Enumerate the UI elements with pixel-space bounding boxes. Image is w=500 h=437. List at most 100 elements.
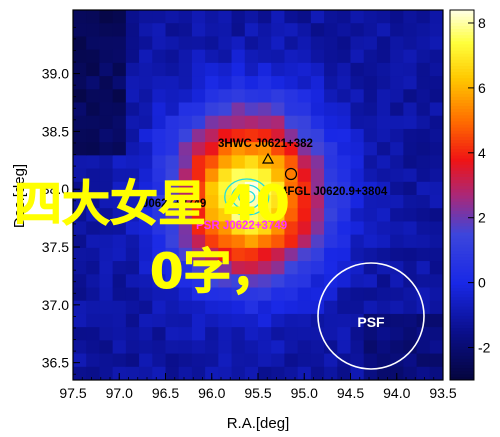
heatmap-cell bbox=[191, 353, 206, 368]
heatmap-cell bbox=[284, 366, 299, 380]
heatmap-cell bbox=[416, 287, 431, 302]
heatmap-cell bbox=[125, 36, 140, 51]
heatmap-cell bbox=[271, 142, 286, 156]
heatmap-cell bbox=[86, 353, 101, 368]
heatmap-cell bbox=[416, 115, 431, 130]
heatmap-cell bbox=[297, 181, 312, 196]
heatmap-cell bbox=[244, 62, 259, 77]
heatmap-cell bbox=[218, 208, 233, 223]
heatmap-cell bbox=[376, 234, 391, 249]
heatmap-cell bbox=[363, 76, 378, 90]
heatmap-cell bbox=[86, 247, 101, 262]
heatmap-cell bbox=[337, 62, 352, 77]
colorbar-segment bbox=[450, 53, 474, 57]
heatmap-cell bbox=[165, 313, 180, 328]
heatmap-cell bbox=[165, 102, 180, 117]
heatmap-cell bbox=[178, 168, 193, 183]
heatmap-cell bbox=[324, 353, 338, 368]
heatmap-cell bbox=[284, 76, 299, 90]
heatmap-cell bbox=[416, 353, 431, 368]
colorbar-segment bbox=[450, 346, 474, 350]
heatmap-cell bbox=[350, 353, 365, 368]
heatmap-cell bbox=[178, 261, 193, 275]
colorbar-segment bbox=[450, 284, 474, 288]
heatmap-cell bbox=[125, 155, 140, 170]
heatmap-cell bbox=[324, 208, 338, 223]
heatmap-cell bbox=[390, 168, 404, 183]
heatmap-cell bbox=[152, 261, 167, 275]
heatmap-cell bbox=[244, 89, 259, 104]
colorbar-segment bbox=[450, 269, 474, 273]
colorbar-segment bbox=[450, 213, 474, 218]
heatmap-cell bbox=[99, 76, 114, 90]
y-tick-label: 38.5 bbox=[42, 123, 69, 139]
colorbar-segment bbox=[450, 195, 474, 199]
heatmap-cell bbox=[218, 76, 233, 90]
heatmap-cell bbox=[86, 76, 101, 90]
heatmap-cell bbox=[205, 128, 219, 143]
heatmap-cell bbox=[218, 23, 233, 38]
heatmap-cell bbox=[218, 247, 233, 262]
heatmap-cell bbox=[165, 76, 180, 90]
heatmap-cell bbox=[152, 313, 167, 328]
heatmap-cell bbox=[86, 208, 101, 223]
heatmap-cell bbox=[310, 234, 325, 249]
heatmap-cell bbox=[112, 261, 127, 275]
heatmap-cell bbox=[191, 128, 206, 143]
heatmap-cell bbox=[258, 313, 272, 328]
heatmap-cell bbox=[218, 234, 233, 249]
heatmap-cell bbox=[390, 76, 404, 90]
heatmap-cell bbox=[363, 62, 378, 77]
heatmap-cell bbox=[99, 181, 114, 196]
heatmap-cell bbox=[271, 300, 286, 315]
heatmap-cell bbox=[337, 36, 352, 51]
colorbar-tick-label: 6 bbox=[478, 80, 486, 96]
heatmap-cell bbox=[271, 366, 286, 380]
colorbar-segment bbox=[450, 327, 474, 332]
heatmap-cell bbox=[324, 115, 338, 130]
heatmap-cell bbox=[86, 274, 101, 289]
heatmap-cell bbox=[178, 327, 193, 341]
heatmap-cell bbox=[376, 247, 391, 262]
heatmap-cell bbox=[191, 274, 206, 289]
heatmap-cell bbox=[191, 155, 206, 170]
heatmap-cell bbox=[297, 261, 312, 275]
heatmap-cell bbox=[324, 261, 338, 275]
heatmap-cell bbox=[86, 221, 101, 236]
heatmap-cell bbox=[310, 366, 325, 380]
heatmap-cell bbox=[178, 142, 193, 156]
colorbar-segment bbox=[450, 232, 474, 236]
heatmap-cell bbox=[310, 168, 325, 183]
heatmap-cell bbox=[244, 313, 259, 328]
heatmap-cell bbox=[73, 353, 87, 368]
colorbar-ticks: -2 0 2 4 6 8 bbox=[468, 15, 491, 356]
heatmap-cell bbox=[258, 36, 272, 51]
heatmap-cell bbox=[152, 208, 167, 223]
heatmap-cell bbox=[112, 208, 127, 223]
heatmap-cell bbox=[231, 128, 246, 143]
heatmap-cell bbox=[152, 36, 167, 51]
contour-line bbox=[238, 190, 256, 204]
heatmap-cell bbox=[390, 102, 404, 117]
heatmap-cell bbox=[258, 327, 272, 341]
heatmap-cell bbox=[112, 181, 127, 196]
heatmap-cell bbox=[403, 313, 418, 328]
heatmap-cell bbox=[178, 128, 193, 143]
heatmap-cell bbox=[337, 353, 352, 368]
heatmap-cell bbox=[99, 142, 114, 156]
colorbar-segment bbox=[450, 333, 474, 338]
colorbar-segment bbox=[450, 302, 474, 307]
heatmap-cell bbox=[125, 115, 140, 130]
heatmap-cell bbox=[337, 115, 352, 130]
heatmap-cell bbox=[284, 261, 299, 275]
heatmap-cell bbox=[350, 195, 365, 209]
heatmap-cell bbox=[324, 340, 338, 355]
heatmap-cell bbox=[403, 195, 418, 209]
heatmap-cell bbox=[191, 181, 206, 196]
heatmap-cell bbox=[244, 261, 259, 275]
heatmap-cell bbox=[112, 62, 127, 77]
heatmap-cell bbox=[73, 195, 87, 209]
heatmap-cell bbox=[337, 208, 352, 223]
colorbar-segment bbox=[450, 31, 474, 36]
heatmap-cell bbox=[112, 128, 127, 143]
